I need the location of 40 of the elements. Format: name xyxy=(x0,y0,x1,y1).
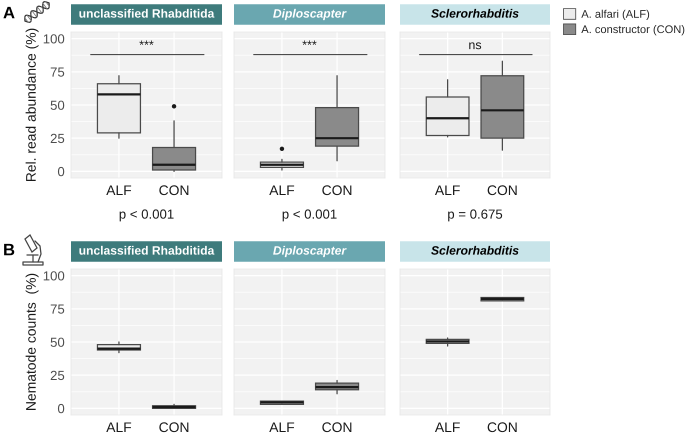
x-tick-label: ALF xyxy=(434,185,460,196)
y-tick-label: 50 xyxy=(50,338,64,347)
text: B xyxy=(4,244,14,256)
x-tick-label: ALF xyxy=(269,185,294,196)
x-tick-label: CON xyxy=(322,422,352,432)
y-tick-label: 100 xyxy=(44,271,64,281)
x-tick-label: ALF xyxy=(269,422,294,432)
chart-title: Diploscapter xyxy=(273,8,347,20)
text: p < 0.001 xyxy=(120,209,174,222)
text: p < 0.001 xyxy=(282,209,337,222)
x-tick-label: CON xyxy=(488,185,517,196)
y-tick-label: 75 xyxy=(50,304,64,314)
y-axis-title: Nematode counts (%) xyxy=(26,274,39,410)
x-tick-label: CON xyxy=(159,185,188,196)
annotation: ns xyxy=(469,42,482,50)
annotation: *** xyxy=(139,40,154,45)
x-tick-label: CON xyxy=(159,422,188,432)
x-tick-label: CON xyxy=(322,185,352,196)
y-tick-label: 100 xyxy=(44,34,64,44)
x-tick-label: ALF xyxy=(106,422,132,432)
y-tick-label: 75 xyxy=(50,68,64,77)
chart-title: unclassified Rhabditida xyxy=(79,246,214,255)
chart-title: Sclerorhabditis xyxy=(431,8,519,18)
y-tick-label: 25 xyxy=(50,134,64,144)
y-tick-label: 0 xyxy=(58,166,64,176)
x-tick-label: CON xyxy=(488,422,517,432)
legend-label: A. alfari (ALF) xyxy=(581,10,650,20)
chart-title: Sclerorhabditis xyxy=(431,246,519,255)
x-tick-label: ALF xyxy=(106,185,132,196)
x-tick-label: ALF xyxy=(434,422,460,432)
text: A xyxy=(3,6,15,18)
legend-label: A. constructor (CON) xyxy=(581,25,684,36)
y-tick-label: 25 xyxy=(50,370,64,380)
annotation: *** xyxy=(302,40,317,45)
y-axis-title: Rel. read abundance (%) xyxy=(26,28,39,182)
chart-title: Diploscapter xyxy=(273,246,347,258)
text: p = 0.675 xyxy=(448,209,502,222)
chart-title: unclassified Rhabditida xyxy=(79,8,214,18)
y-tick-label: 0 xyxy=(58,404,64,414)
y-tick-label: 50 xyxy=(50,100,64,110)
